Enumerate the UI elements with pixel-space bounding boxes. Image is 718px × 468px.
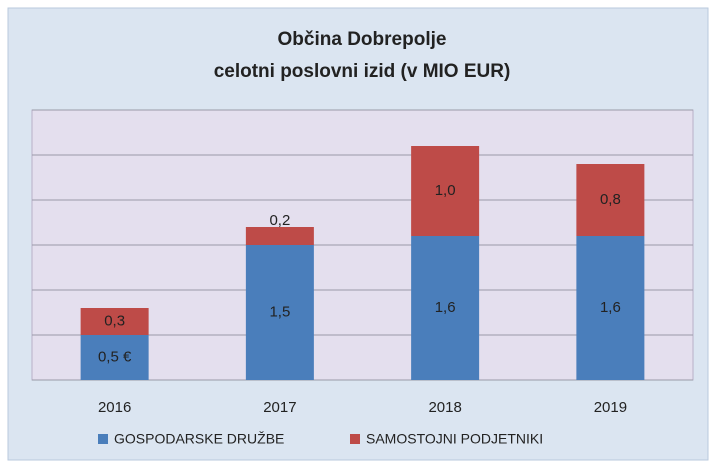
bar-segment bbox=[411, 146, 480, 236]
data-label: 0,5 € bbox=[98, 348, 132, 365]
x-tick-label: 2017 bbox=[263, 399, 296, 416]
x-tick-label: 2019 bbox=[594, 399, 627, 416]
bar-segment bbox=[245, 227, 314, 245]
data-label: 0,2 bbox=[269, 212, 290, 229]
x-tick-label: 2016 bbox=[98, 399, 131, 416]
bar-segment bbox=[411, 236, 480, 380]
legend-label: SAMOSTOJNI PODJETNIKI bbox=[366, 431, 543, 447]
legend-label: GOSPODARSKE DRUŽBE bbox=[114, 431, 284, 447]
x-tick-label: 2018 bbox=[428, 399, 461, 416]
data-label: 1,6 bbox=[435, 299, 456, 316]
bar-segment bbox=[80, 308, 149, 335]
bar-segment bbox=[576, 236, 645, 380]
bar-segment bbox=[80, 335, 149, 380]
chart-subtitle: celotni poslovni izid (v MIO EUR) bbox=[214, 61, 511, 82]
bar-segment bbox=[245, 245, 314, 380]
legend-swatch bbox=[350, 434, 360, 444]
data-label: 0,8 bbox=[600, 191, 621, 208]
data-label: 0,3 bbox=[104, 312, 125, 329]
legend-swatch bbox=[98, 434, 108, 444]
chart-title: Občina Dobrepolje bbox=[278, 29, 447, 50]
data-label: 1,0 bbox=[435, 182, 456, 199]
data-label: 1,6 bbox=[600, 299, 621, 316]
data-label: 1,5 bbox=[269, 303, 290, 320]
bar-segment bbox=[576, 164, 645, 236]
